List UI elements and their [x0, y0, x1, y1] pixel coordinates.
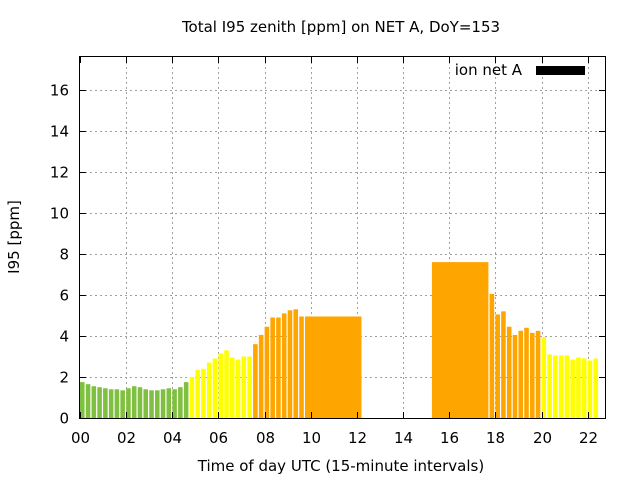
x-tick-label: 06 — [209, 429, 228, 447]
y-tick-label: 6 — [59, 287, 69, 305]
bar — [553, 355, 558, 418]
bar — [91, 386, 97, 418]
bar — [201, 368, 206, 418]
bar — [501, 311, 506, 418]
legend-label: ion net A — [455, 61, 523, 79]
bar — [489, 293, 495, 418]
bar — [506, 326, 512, 418]
x-tick-label: 02 — [117, 429, 136, 447]
bar — [224, 350, 229, 418]
bar — [258, 334, 264, 418]
bar — [547, 354, 552, 418]
bar — [160, 389, 166, 418]
bar — [299, 316, 304, 418]
bar — [287, 310, 293, 418]
y-tick-label: 10 — [50, 205, 69, 223]
y-tick-label: 14 — [50, 123, 69, 141]
y-tick-label: 0 — [59, 410, 69, 428]
bar — [587, 360, 593, 418]
bar — [570, 359, 575, 418]
x-axis-label: Time of day UTC (15-minute intervals) — [197, 457, 484, 475]
bar — [281, 313, 287, 418]
bars — [80, 262, 599, 418]
bar — [535, 330, 541, 418]
x-tick-label: 10 — [302, 429, 321, 447]
bar — [189, 376, 195, 418]
bar — [576, 357, 581, 418]
bar — [206, 362, 212, 418]
bar — [276, 317, 281, 418]
x-tick-label: 08 — [256, 429, 275, 447]
bar — [114, 389, 120, 418]
bar — [143, 389, 149, 418]
x-tick-label: 16 — [440, 429, 459, 447]
bar — [97, 387, 102, 418]
x-tick-label: 00 — [71, 429, 90, 447]
bar — [235, 359, 241, 418]
bar — [80, 382, 85, 418]
y-tick-label: 16 — [50, 82, 69, 100]
bar — [230, 357, 235, 418]
legend-swatch — [536, 66, 585, 75]
bar — [178, 387, 183, 418]
bar — [593, 358, 599, 418]
bar — [103, 388, 108, 418]
x-tick-label: 22 — [579, 429, 598, 447]
bar — [518, 330, 524, 418]
y-tick-label: 12 — [50, 164, 69, 182]
bar — [293, 309, 299, 418]
bar — [247, 356, 252, 418]
bar — [541, 336, 547, 418]
bar — [558, 355, 564, 418]
plot-frame — [79, 56, 606, 419]
bar — [564, 355, 570, 418]
bar — [495, 314, 500, 418]
bar — [120, 390, 125, 418]
y-tick-label: 4 — [59, 328, 69, 346]
bar — [195, 369, 200, 418]
bar — [581, 358, 587, 418]
bar — [183, 382, 189, 418]
x-tick-label: 20 — [533, 429, 552, 447]
x-tick-label: 04 — [163, 429, 182, 447]
bar — [241, 356, 247, 418]
bar — [431, 262, 489, 418]
legend: ion net A — [455, 61, 585, 79]
bar — [131, 386, 137, 418]
bar — [264, 326, 270, 418]
bar — [512, 334, 518, 418]
y-tick-label: 2 — [59, 369, 69, 387]
bar — [126, 388, 131, 418]
y-tick-label: 8 — [59, 246, 69, 264]
chart-title: Total I95 zenith [ppm] on NET A, DoY=153 — [181, 18, 500, 36]
bar — [85, 384, 91, 418]
bar — [270, 317, 275, 418]
bar — [155, 390, 160, 418]
bar — [108, 389, 114, 418]
x-tick-label: 12 — [348, 429, 367, 447]
y-axis-label: I95 [ppm] — [5, 200, 23, 274]
bar — [172, 389, 177, 418]
bar — [253, 344, 258, 418]
bar — [212, 358, 218, 418]
x-tick-label: 18 — [486, 429, 505, 447]
x-tick-label: 14 — [394, 429, 413, 447]
bar — [218, 353, 224, 418]
bar — [305, 316, 362, 418]
bar — [149, 390, 154, 418]
bar — [530, 332, 535, 418]
bar — [137, 387, 143, 418]
bar — [524, 327, 529, 418]
bar — [166, 388, 172, 418]
